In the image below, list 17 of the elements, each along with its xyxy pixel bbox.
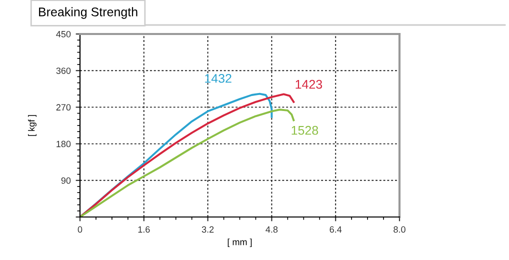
y-axis-title: [ kgf ] (28, 115, 36, 136)
y-tick-label: 90 (61, 177, 71, 184)
series-label: 1423 (296, 80, 322, 89)
y-tick-label: 180 (56, 140, 71, 148)
chart-title: Breaking Strength (39, 7, 138, 19)
y-tick-label: 360 (56, 68, 71, 74)
x-tick-label: 3.2 (202, 226, 214, 233)
x-tick-label: 0 (78, 226, 82, 233)
x-tick-label: 8.0 (394, 226, 406, 233)
y-tick-label: 270 (56, 104, 71, 111)
y-tick-label: 450 (56, 30, 71, 38)
series-label: 1528 (292, 126, 318, 135)
x-tick-label: 4.8 (266, 226, 278, 233)
x-tick-label: 6.4 (330, 226, 342, 233)
series-label: 1432 (205, 74, 232, 83)
x-tick-label: 1.6 (138, 226, 150, 233)
x-axis-title: [ mm ] (228, 238, 252, 248)
